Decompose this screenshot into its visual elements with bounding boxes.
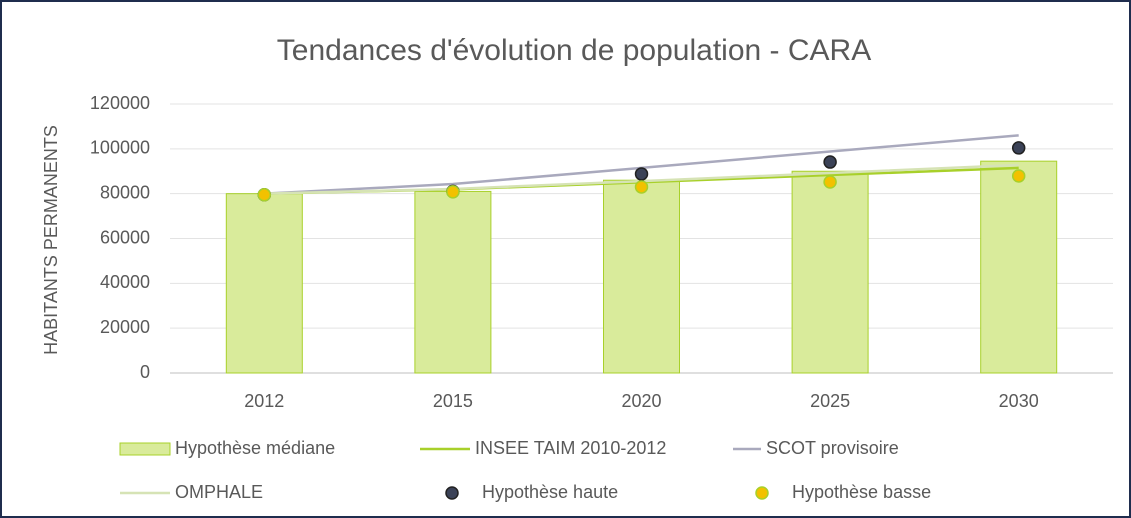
point — [634, 180, 649, 194]
bar — [414, 190, 492, 374]
y-tick-label: 100000 — [90, 138, 150, 158]
point — [446, 185, 460, 199]
y-tick-label: 60000 — [100, 227, 150, 247]
y-tick-label: 80000 — [100, 182, 150, 202]
y-tick-label: 0 — [140, 362, 150, 382]
x-tick-label: 2030 — [999, 391, 1039, 411]
point — [634, 167, 649, 181]
point — [1011, 141, 1026, 155]
point — [823, 155, 837, 169]
legend-swatch — [445, 486, 459, 500]
y-tick-label: 20000 — [100, 317, 150, 337]
legend-label: SCOT provisoire — [766, 438, 899, 458]
y-tick-label: 40000 — [100, 272, 150, 292]
x-tick-label: 2015 — [433, 391, 473, 411]
y-axis-label: HABITANTS PERMANENTS — [41, 125, 61, 355]
x-tick-label: 2025 — [810, 391, 850, 411]
chart-title: Tendances d'évolution de population - CA… — [277, 34, 871, 67]
bar — [980, 160, 1058, 374]
point — [257, 188, 272, 202]
x-tick-label: 2012 — [244, 391, 284, 411]
bar — [603, 179, 680, 374]
point — [823, 175, 837, 189]
legend-label: INSEE TAIM 2010-2012 — [475, 438, 666, 458]
legend-label: Hypothèse basse — [792, 482, 931, 502]
legend-swatch — [119, 442, 171, 456]
bar — [791, 170, 869, 374]
bar — [225, 193, 303, 374]
legend-label: OMPHALE — [175, 482, 263, 502]
y-tick-label: 120000 — [90, 93, 150, 113]
legend-label: Hypothèse médiane — [175, 438, 335, 458]
point — [1011, 169, 1026, 183]
x-tick-label: 2020 — [621, 391, 661, 411]
legend-label: Hypothèse haute — [482, 482, 618, 502]
legend-swatch — [755, 486, 769, 500]
